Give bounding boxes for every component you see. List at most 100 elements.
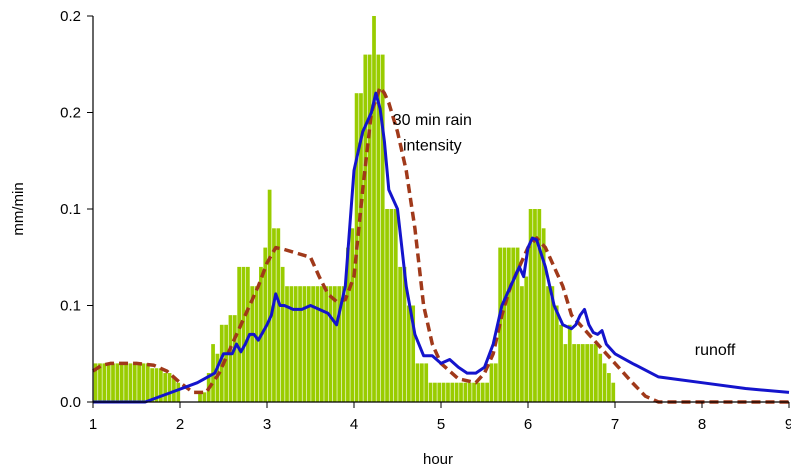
rain-bar [554, 305, 559, 402]
rain-bar [128, 363, 133, 402]
rain-bar [228, 315, 233, 402]
rain-bar [298, 286, 302, 402]
rain-bar [245, 266, 250, 402]
rain-bar [406, 305, 411, 402]
rain-bar [115, 363, 120, 402]
rain-bar [541, 228, 546, 402]
rain-bar [515, 247, 520, 402]
rain-bar [393, 209, 398, 402]
rain-bar [111, 363, 115, 402]
y-tick-label: 0.1 [60, 298, 81, 315]
rain-bar [419, 363, 424, 402]
rain-bar [102, 363, 107, 402]
rain-bar [332, 286, 337, 402]
rain-bar [306, 286, 311, 402]
rain-bar [324, 286, 329, 402]
rain-bar [315, 286, 320, 402]
rain-bar [337, 286, 342, 402]
rain-bar [607, 373, 611, 402]
rain-bar [411, 305, 416, 402]
rain-bar [132, 363, 137, 402]
x-tick-label: 1 [89, 416, 97, 433]
rain-bar [485, 382, 489, 402]
rain-bar [372, 16, 376, 402]
rain-bar [572, 344, 576, 402]
rain-bar [145, 363, 150, 402]
rain-bar [437, 382, 442, 402]
rain-bar [267, 189, 272, 402]
rain-bar [459, 382, 463, 402]
rain-bar [467, 382, 472, 402]
rain-bar [119, 363, 124, 402]
rain-bars [93, 16, 616, 402]
rain-bar [93, 363, 98, 402]
x-tick-label: 8 [698, 416, 706, 433]
rain-bar [254, 286, 259, 402]
rain-bar [472, 382, 476, 402]
rain-bar [593, 344, 598, 402]
y-axis-title: mm/min [10, 182, 27, 235]
rain-bar [546, 286, 550, 402]
rain-bar [311, 286, 315, 402]
axes [92, 16, 789, 403]
rain-bar [232, 315, 237, 402]
x-tick-label: 9 [785, 416, 791, 433]
rain-bar [389, 209, 394, 402]
annotation-runoff: runoff [695, 342, 736, 359]
runoff-line [93, 91, 790, 404]
rain-bar [363, 54, 368, 402]
rain-bar [154, 368, 159, 402]
rain-bar [367, 54, 372, 402]
rain-bar [424, 363, 429, 402]
rain-bar [285, 286, 289, 402]
rain-bar [376, 54, 381, 402]
rain-bar [158, 368, 163, 402]
rain-bar [280, 266, 285, 402]
rain-bar [276, 228, 281, 402]
rain-bar [359, 93, 363, 402]
rain-bar [611, 382, 616, 402]
rain-intensity-line [92, 85, 789, 404]
rain-bar [167, 373, 172, 402]
rain-bar [463, 382, 468, 402]
rain-bar [202, 392, 207, 402]
rain-bar [224, 324, 228, 402]
rain-bar [380, 54, 385, 402]
rain-bar [106, 363, 111, 402]
rain-bar [398, 266, 402, 402]
x-axis-title: hour [423, 451, 453, 468]
rain-bar [415, 363, 420, 402]
rain-bar [328, 286, 333, 402]
y-tick-label: 0.0 [60, 394, 81, 411]
rain-bar [198, 392, 202, 402]
rain-bar [454, 382, 459, 402]
rain-bar [450, 382, 455, 402]
rain-bar [502, 247, 507, 402]
rain-bar [385, 209, 389, 402]
rain-bar [585, 344, 590, 402]
rain-bar [537, 209, 542, 402]
rain-bar [489, 363, 494, 402]
ticks: 1 2 3 4 5 6 7 8 9 0.0 0.1 0.1 0.2 0.2 [60, 8, 791, 433]
x-tick-label: 5 [437, 416, 445, 433]
rain-bar [602, 363, 607, 402]
rain-bar [272, 228, 276, 402]
rain-bar [598, 353, 603, 402]
rain-bar [237, 266, 242, 402]
annotation-rain-line1: 30 min rain [393, 112, 472, 129]
rain-bar [350, 228, 355, 402]
x-tick-label: 2 [176, 416, 184, 433]
rain-bar [319, 286, 324, 402]
annotation-rain-line2: intensity [403, 137, 462, 154]
x-tick-label: 7 [611, 416, 619, 433]
rain-bar [137, 363, 141, 402]
rain-bar [511, 247, 516, 402]
rain-bar [402, 266, 407, 402]
x-tick-label: 4 [350, 416, 358, 433]
rain-bar [124, 363, 128, 402]
rain-bar [480, 382, 485, 402]
y-tick-label: 0.2 [60, 8, 81, 25]
y-tick-label: 0.1 [60, 201, 81, 218]
rain-bar [576, 344, 581, 402]
